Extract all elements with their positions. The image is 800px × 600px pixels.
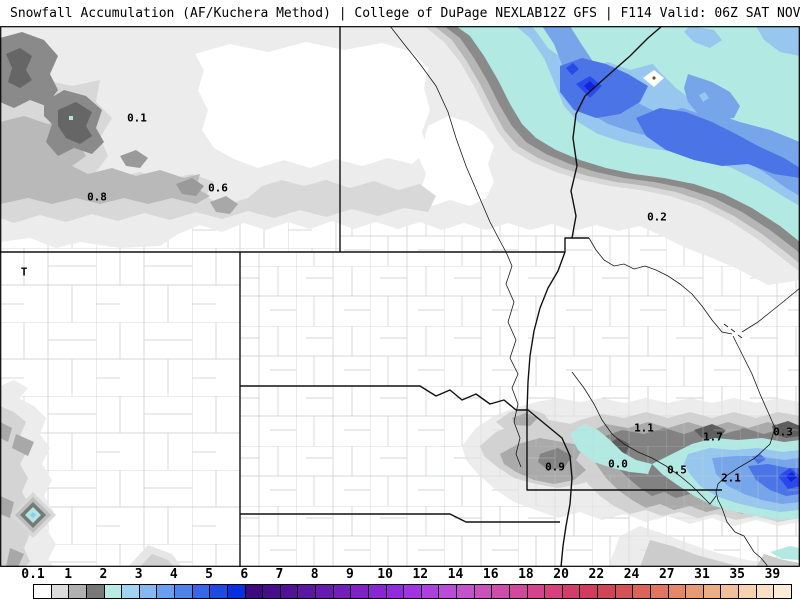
colorbar-cell [192, 585, 211, 598]
colorbar-cell [245, 585, 264, 598]
colorbar-tick: 2 [99, 567, 108, 582]
colorbar-cell [492, 585, 510, 598]
colorbar-cell [739, 585, 757, 598]
colorbar [33, 584, 792, 599]
map-value-label: 0.1 [127, 111, 147, 125]
county-grid-overlay [440, 382, 800, 567]
map-value-label: 0.5 [667, 463, 687, 477]
colorbar-cell [280, 585, 299, 598]
colorbar-cell [404, 585, 422, 598]
colorbar-tick: 31 [694, 567, 710, 582]
colorbar-cell [633, 585, 651, 598]
colorbar-tick: 20 [553, 567, 569, 582]
colorbar-tick: 12 [412, 567, 429, 582]
map-value-label: 2.1 [721, 471, 741, 485]
colorbar-cell [69, 585, 87, 598]
colorbar-cell [527, 585, 546, 598]
map-value-label: 1.1 [634, 421, 654, 435]
colorbar-tick: 27 [658, 567, 675, 582]
map-value-label: 1.7 [703, 430, 723, 444]
colorbar-tick: 9 [345, 567, 354, 582]
colorbar-cell [580, 585, 598, 598]
map-value-label: 0.6 [208, 181, 228, 195]
colorbar-tick: 4 [169, 567, 178, 582]
colorbar-cell [774, 585, 791, 598]
colorbar-cell [139, 585, 158, 598]
colorbar-tick: 7 [275, 567, 284, 582]
colorbar-cell [421, 585, 440, 598]
colorbar-cell [703, 585, 722, 598]
colorbar-tick: 6 [240, 567, 249, 582]
state-borders [0, 26, 722, 567]
colorbar-cell [316, 585, 334, 598]
colorbar-cell [298, 585, 316, 598]
colorbar-cell [386, 585, 405, 598]
map-value-label: 0.8 [87, 190, 107, 204]
colorbar-cell [615, 585, 634, 598]
map-value-label: T [20, 265, 28, 279]
product-title: Snowfall Accumulation (AF/Kuchera Method… [10, 5, 543, 21]
colorbar-cell [122, 585, 140, 598]
colorbar-cell [210, 585, 228, 598]
colorbar-tick: 35 [729, 567, 745, 582]
colorbar-cell [457, 585, 475, 598]
colorbar-cell [368, 585, 387, 598]
colorbar-cell [86, 585, 105, 598]
colorbar-tick: 10 [377, 567, 393, 582]
colorbar-cell [686, 585, 704, 598]
colorbar-cell [263, 585, 281, 598]
colorbar-cell [668, 585, 687, 598]
colorbar-cell [545, 585, 563, 598]
map-value-label: 0.0 [608, 457, 628, 471]
colorbar-cell [756, 585, 775, 598]
colorbar-cell [104, 585, 123, 598]
map-value-label: 0.3 [773, 425, 793, 439]
colorbar-tick: 18 [518, 567, 534, 582]
colorbar-cell [650, 585, 669, 598]
map-region [0, 26, 800, 567]
colorbar-cell [175, 585, 193, 598]
colorbar-cell [509, 585, 528, 598]
colorbar-tick: 3 [134, 567, 143, 582]
rivers [389, 26, 800, 567]
colorbar-tick: 5 [205, 567, 213, 582]
colorbar-cell [51, 585, 70, 598]
colorbar-cell [333, 585, 352, 598]
colorbar-tick: 24 [623, 567, 640, 582]
colorbar-cell [157, 585, 175, 598]
map-canvas [0, 26, 800, 567]
colorbar-cell [34, 585, 52, 598]
colorbar-cell [721, 585, 739, 598]
colorbar-tick: 22 [588, 567, 605, 582]
colorbar-cell [598, 585, 616, 598]
colorbar-tick: 0.1 [21, 567, 45, 582]
colorbar-tick: 8 [310, 567, 319, 582]
colorbar-tick: 39 [764, 567, 781, 582]
map-value-label: 0.2 [647, 210, 667, 224]
map-frame [0, 26, 800, 567]
colorbar-cell [474, 585, 493, 598]
title-bar: Snowfall Accumulation (AF/Kuchera Method… [0, 0, 800, 26]
colorbar-tick: 14 [447, 567, 464, 582]
model-valid-time: 12Z GFS | F114 Valid: 06Z SAT NOV 22 202… [542, 5, 800, 21]
colorbar-cell [439, 585, 457, 598]
colorbar-tick: 1 [64, 567, 73, 582]
map-value-label: 0.9 [545, 460, 565, 474]
colorbar-tick: 16 [482, 567, 499, 582]
colorbar-cell [351, 585, 369, 598]
colorbar-cell [227, 585, 246, 598]
colorbar-cell [562, 585, 581, 598]
